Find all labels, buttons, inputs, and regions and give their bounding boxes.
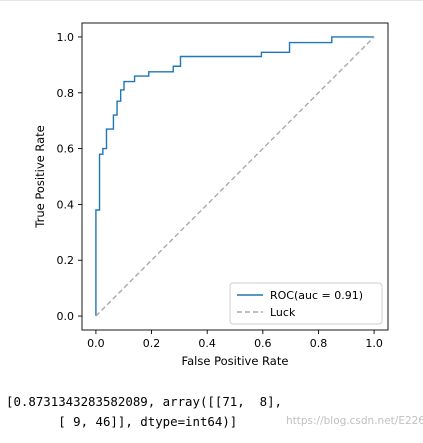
y-tick-label: 0.4: [57, 198, 75, 211]
y-tick-label: 0.8: [57, 87, 75, 100]
roc-curve-line: [95, 36, 375, 317]
cell-top-divider: [0, 0, 423, 1]
x-tick-label: 0.4: [198, 337, 216, 350]
y-tick-label: 0.6: [57, 143, 75, 156]
legend: ROC(auc = 0.91) Luck: [229, 282, 383, 325]
x-tick-label: 0.8: [310, 337, 328, 350]
x-tick-label: 0.0: [87, 337, 105, 350]
watermark: https://blog.csdn.net/E22644: [286, 415, 423, 427]
legend-box: [229, 282, 383, 325]
y-tick-label: 0.0: [57, 310, 75, 323]
y-tick-label: 1.0: [57, 31, 75, 44]
luck-diagonal-line: [95, 36, 375, 317]
y-tick-label: 0.2: [57, 254, 75, 267]
output-line-1: [0.8731343283582089, array([[71, 8],: [6, 394, 283, 409]
y-axis-ticks: 0.0 0.2 0.4 0.6 0.8 1.0: [57, 31, 82, 323]
legend-roc-label: ROC(auc = 0.91): [270, 289, 363, 302]
x-tick-label: 1.0: [365, 337, 383, 350]
x-axis-label: False Positive Rate: [182, 354, 289, 368]
axes-frame: [81, 22, 389, 331]
x-axis-ticks: 0.0 0.2 0.4 0.6 0.8 1.0: [87, 330, 383, 350]
cell-output: [0.8731343283582089, array([[71, 8], [ 9…: [6, 392, 416, 432]
x-tick-label: 0.2: [143, 337, 161, 350]
y-axis-label: True Positive Rate: [33, 125, 47, 228]
output-line-2: [ 9, 46]], dtype=int64)]: [6, 414, 238, 429]
roc-chart: 0.0 0.2 0.4 0.6 0.8 1.0 0.0 0.2 0.4 0.6 0.8 1.0 Fa…: [33, 22, 389, 368]
plot-area: [95, 36, 375, 317]
x-tick-label: 0.6: [254, 337, 272, 350]
legend-luck-label: Luck: [270, 306, 296, 319]
